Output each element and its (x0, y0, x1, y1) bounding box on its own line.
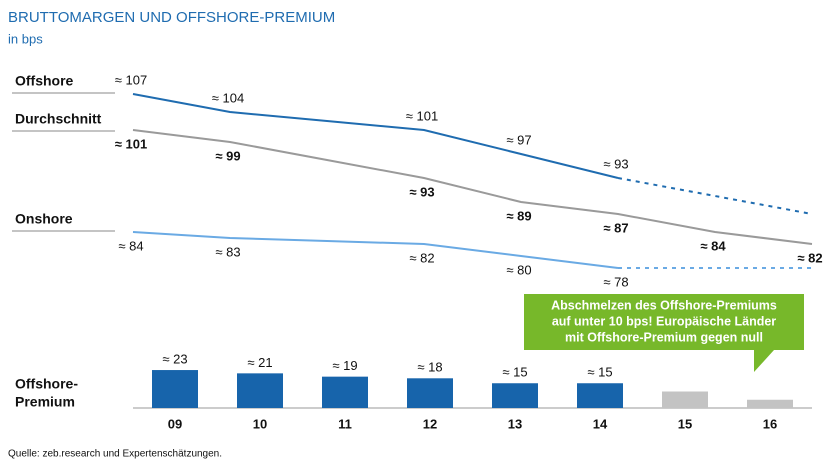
x-tick-label: 12 (423, 416, 437, 431)
x-tick-label: 13 (508, 416, 522, 431)
line (132, 231, 619, 269)
series-label: Durchschnitt (15, 111, 102, 127)
annotation-text: mit Offshore-Premium gegen null (565, 330, 763, 344)
bar (492, 383, 538, 408)
data-label: ≈ 18 (417, 360, 442, 375)
bar (152, 370, 198, 408)
data-label: ≈ 15 (502, 365, 527, 380)
series-label: Onshore (15, 211, 73, 227)
bar (322, 376, 368, 408)
series-label: Offshore (15, 73, 74, 89)
chart-title: BRUTTOMARGEN UND OFFSHORE-PREMIUM (8, 9, 335, 26)
line (132, 93, 619, 179)
bar (577, 383, 623, 408)
data-label: ≈ 78 (603, 274, 628, 289)
data-label: ≈ 21 (247, 355, 272, 370)
chart-subtitle: in bps (8, 31, 43, 46)
x-tick-label: 11 (338, 416, 352, 431)
data-label: ≈ 80 (506, 262, 531, 277)
data-label: ≈ 101 (406, 108, 438, 123)
data-label: ≈ 89 (506, 208, 531, 223)
x-tick-label: 14 (593, 416, 608, 431)
bar (747, 399, 793, 408)
source: Quelle: zeb.research und Expertenschätzu… (8, 449, 222, 460)
data-label: ≈ 83 (215, 244, 240, 259)
data-label: ≈ 84 (118, 238, 143, 253)
bar (237, 373, 283, 408)
data-label: ≈ 99 (215, 148, 240, 163)
data-label: ≈ 82 (797, 250, 822, 265)
line (132, 129, 813, 245)
annotation-box (524, 294, 804, 372)
x-tick-label: 15 (678, 416, 692, 431)
bar (407, 378, 453, 408)
data-label: ≈ 107 (115, 72, 147, 87)
data-label: ≈ 97 (506, 132, 531, 147)
annotation-text: Abschmelzen des Offshore-Premiums (551, 298, 777, 312)
bar (662, 391, 708, 408)
data-label: ≈ 19 (332, 358, 357, 373)
data-label: ≈ 82 (409, 250, 434, 265)
data-label: ≈ 93 (603, 156, 628, 171)
x-tick-label: 10 (253, 416, 267, 431)
data-label: ≈ 101 (115, 136, 147, 151)
line (617, 177, 813, 215)
data-label: ≈ 15 (587, 365, 612, 380)
data-label: ≈ 93 (409, 184, 434, 199)
bar-chart-label: Premium (15, 394, 75, 410)
data-label: ≈ 87 (603, 220, 628, 235)
data-label: ≈ 84 (700, 238, 726, 253)
data-label: ≈ 23 (162, 351, 187, 366)
x-tick-label: 09 (168, 416, 182, 431)
bar-chart-label: Offshore- (15, 376, 78, 392)
annotation-text: auf unter 10 bps! Europäische Länder (552, 314, 776, 328)
x-tick-label: 16 (763, 416, 777, 431)
data-label: ≈ 104 (212, 90, 244, 105)
